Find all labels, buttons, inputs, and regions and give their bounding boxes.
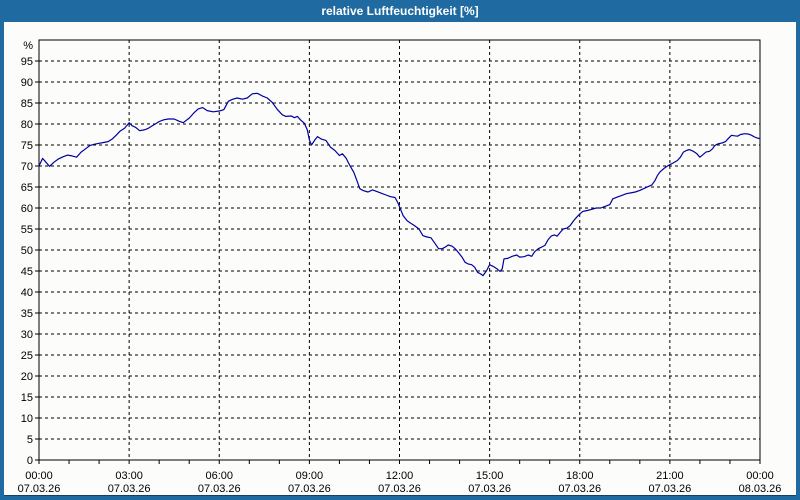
y-tick-label: 45 — [21, 266, 33, 278]
x-tick-date-label: 07.03.26 — [378, 483, 421, 495]
x-tick-date-label: 07.03.26 — [18, 483, 61, 495]
y-axis-unit-label: % — [23, 40, 33, 52]
window-title-bar[interactable]: relative Luftfeuchtigkeit [%] — [0, 0, 800, 22]
window-title: relative Luftfeuchtigkeit [%] — [321, 4, 479, 18]
y-tick-label: 75 — [21, 140, 33, 152]
x-tick-time-label: 03:00 — [115, 470, 143, 482]
x-tick-date-label: 07.03.26 — [468, 483, 511, 495]
x-tick-time-label: 15:00 — [476, 470, 504, 482]
x-tick-time-label: 09:00 — [296, 470, 324, 482]
y-tick-label: 30 — [21, 329, 33, 341]
y-tick-label: 80 — [21, 119, 33, 131]
y-tick-label: 5 — [27, 434, 33, 446]
y-tick-label: 20 — [21, 371, 33, 383]
y-tick-label: 25 — [21, 350, 33, 362]
y-tick-label: 85 — [21, 98, 33, 110]
x-tick-time-label: 18:00 — [566, 470, 594, 482]
chart-area: 0 5 10 15 20 25 30 35 40 45 50 55 60 65 70 75 80 85 90 95% 0… — [4, 22, 796, 496]
x-tick-time-label: 06:00 — [205, 470, 233, 482]
y-tick-label: 60 — [21, 203, 33, 215]
x-tick-date-label: 07.03.26 — [108, 483, 151, 495]
x-tick-date-label: 07.03.26 — [288, 483, 331, 495]
humidity-line-chart: 0 5 10 15 20 25 30 35 40 45 50 55 60 65 70 75 80 85 90 95% 0… — [18, 39, 782, 495]
y-tick-label: 65 — [21, 182, 33, 194]
y-tick-label: 10 — [21, 413, 33, 425]
x-tick-time-label: 12:00 — [386, 470, 414, 482]
x-tick-date-label: 08.03.26 — [739, 483, 782, 495]
x-tick-time-label: 00:00 — [25, 470, 53, 482]
x-tick-date-label: 07.03.26 — [558, 483, 601, 495]
y-tick-label: 15 — [21, 392, 33, 404]
x-tick-time-label: 21:00 — [656, 470, 684, 482]
x-tick-date-label: 07.03.26 — [648, 483, 691, 495]
y-tick-label: 70 — [21, 161, 33, 173]
y-tick-label: 40 — [21, 287, 33, 299]
y-tick-label: 95 — [21, 56, 33, 68]
x-tick-time-label: 00:00 — [746, 470, 774, 482]
y-tick-label: 55 — [21, 224, 33, 236]
series-line — [38, 92, 761, 277]
y-tick-label: 90 — [21, 77, 33, 89]
y-tick-label: 50 — [21, 245, 33, 257]
y-tick-label: 0 — [27, 455, 33, 467]
y-tick-label: 35 — [21, 308, 33, 320]
x-tick-date-label: 07.03.26 — [198, 483, 241, 495]
